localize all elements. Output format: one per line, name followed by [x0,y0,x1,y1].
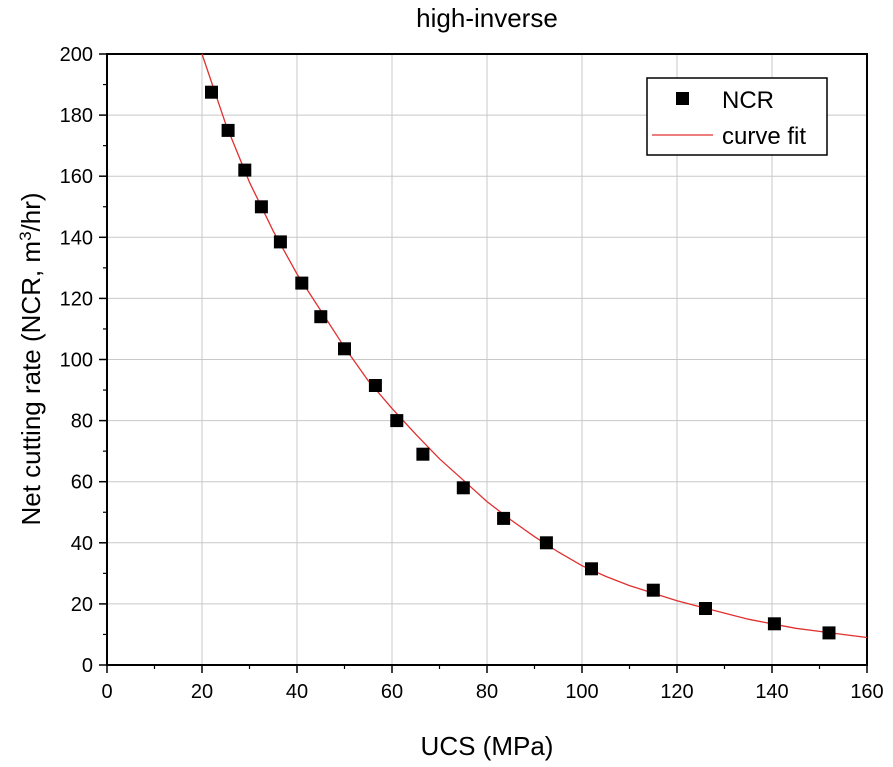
x-tick-label: 100 [565,681,598,703]
x-tick-label: 160 [850,681,883,703]
x-tick-label: 20 [191,681,213,703]
ncr-point [338,342,351,356]
x-tick-label: 40 [286,681,308,703]
x-tick-label: 120 [660,681,693,703]
x-axis-title: UCS (MPa) [421,731,554,761]
ncr-point [314,310,328,324]
y-axis-ticks: 0 20 40 60 80 100 120 140 160 180 200 [60,44,107,677]
y-tick-label: 100 [60,350,93,372]
y-tick-label: 0 [82,655,93,677]
x-tick-label: 0 [101,681,112,703]
legend-label-curve-fit: curve fit [722,123,806,150]
ncr-point [822,626,836,640]
y-axis-title-prefix: Net cutting rate (NCR, m [16,241,46,526]
ncr-point [221,123,235,137]
ncr-point [497,511,511,525]
curve-fit-line [201,53,868,639]
ncr-point [585,562,598,576]
ncr-point [295,276,309,290]
y-tick-label: 120 [60,288,93,310]
x-tick-label: 60 [381,681,403,703]
ncr-point [539,536,553,550]
legend-label-ncr: NCR [722,87,774,114]
y-tick-label: 180 [60,105,93,127]
y-tick-label: 80 [71,411,93,433]
ncr-point [416,447,430,461]
y-tick-label: 40 [71,533,93,555]
y-tick-label: 160 [60,166,93,188]
ncr-point [238,163,252,177]
y-tick-label: 200 [60,44,93,66]
y-tick-label: 140 [60,227,93,249]
series-layer [201,53,868,640]
y-axis-title-suffix: /hr) [16,192,46,231]
y-tick-label: 20 [71,594,93,616]
ncr-point [767,617,781,631]
legend: NCR curve fit [646,77,828,156]
ncr-point [368,379,382,392]
ncr-point [254,200,268,214]
ncr-point [390,414,404,428]
y-tick-label: 60 [71,472,93,494]
x-tick-label: 140 [755,681,788,703]
y-axis-title-sup: 3 [16,231,35,240]
legend-box [646,77,828,156]
ncr-point [456,481,470,495]
x-axis-ticks: 0 20 40 60 80 100 120 140 160 [101,665,884,703]
ncr-point [273,235,287,249]
y-axis-title: Net cutting rate (NCR, m3/hr) [16,192,47,525]
grid [107,54,867,665]
ncr-point [646,583,660,597]
legend-marker-ncr [676,92,689,105]
x-tick-label: 80 [476,681,498,703]
ncr-point [699,602,712,615]
ncr-point [205,85,218,99]
chart-title: high-inverse [416,3,558,33]
